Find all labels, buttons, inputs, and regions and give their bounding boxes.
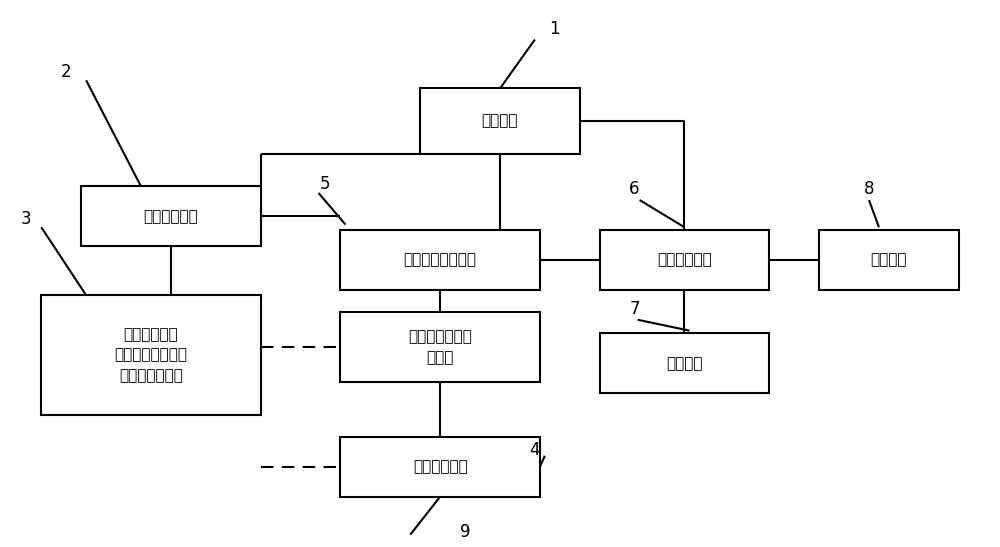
Bar xyxy=(340,437,540,497)
Bar xyxy=(600,333,769,393)
Text: 9: 9 xyxy=(460,523,470,541)
Text: 7: 7 xyxy=(629,300,640,318)
Bar xyxy=(600,230,769,290)
Text: 传感器: 传感器 xyxy=(426,350,454,365)
Text: 机械控制模块: 机械控制模块 xyxy=(144,209,198,224)
Text: 2: 2 xyxy=(61,63,72,81)
Text: 存储模块: 存储模块 xyxy=(871,252,907,267)
Text: 3: 3 xyxy=(21,210,32,228)
Text: （含平台、支架、: （含平台、支架、 xyxy=(114,348,187,363)
Text: 1: 1 xyxy=(550,20,560,38)
Bar xyxy=(420,89,580,154)
Text: 机械扫描台架: 机械扫描台架 xyxy=(124,327,178,342)
Text: 微小型近场信号: 微小型近场信号 xyxy=(408,329,472,344)
Text: 电源模块: 电源模块 xyxy=(482,114,518,129)
Text: 5: 5 xyxy=(320,174,331,193)
Text: 机械臂及电机）: 机械臂及电机） xyxy=(119,368,183,383)
Bar xyxy=(81,187,261,246)
Text: 6: 6 xyxy=(629,180,640,198)
Text: 显示模块: 显示模块 xyxy=(666,356,703,371)
Text: 8: 8 xyxy=(864,180,874,198)
Text: 4: 4 xyxy=(530,441,540,459)
Bar xyxy=(41,295,261,415)
Bar xyxy=(340,230,540,290)
Bar xyxy=(340,312,540,382)
Text: 信号分析模块: 信号分析模块 xyxy=(657,252,712,267)
Text: 时域信号获取模块: 时域信号获取模块 xyxy=(404,252,477,267)
Text: 被测试电路板: 被测试电路板 xyxy=(413,459,468,474)
Bar xyxy=(819,230,959,290)
